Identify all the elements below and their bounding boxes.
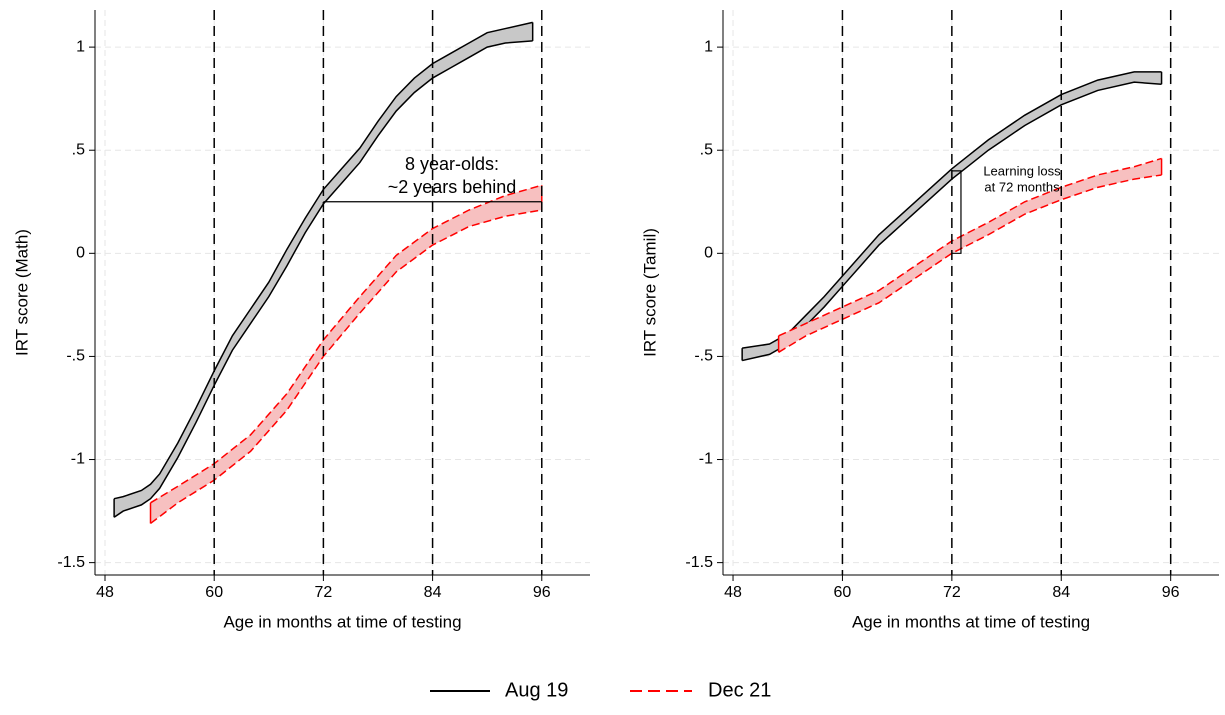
band-edge — [113, 40, 533, 518]
annotation-text: ~2 years behind — [388, 177, 517, 197]
band-edge — [778, 174, 1162, 353]
y-axis-title: IRT score (Tamil) — [640, 228, 659, 357]
x-tick-label: 84 — [424, 584, 442, 601]
y-tick-label: 1 — [76, 38, 85, 55]
legend-label: Aug 19 — [505, 679, 568, 701]
legend-label: Dec 21 — [708, 679, 771, 701]
x-tick-label: 96 — [1162, 584, 1180, 601]
x-tick-label: 48 — [96, 584, 114, 601]
x-tick-label: 60 — [834, 584, 852, 601]
band-edge — [742, 71, 1162, 349]
x-axis-title: Age in months at time of testing — [852, 612, 1090, 631]
x-tick-label: 72 — [943, 584, 961, 601]
y-tick-label: -1.5 — [57, 554, 85, 571]
band-edge — [778, 157, 1162, 337]
y-tick-label: .5 — [72, 141, 85, 158]
x-tick-label: 48 — [724, 584, 742, 601]
y-tick-label: 0 — [76, 245, 85, 262]
annotation-text: at 72 months — [984, 179, 1060, 194]
y-tick-label: 0 — [704, 245, 713, 262]
x-tick-label: 96 — [533, 584, 551, 601]
x-axis-title: Age in months at time of testing — [223, 612, 461, 631]
legend: Aug 19 Dec 21 — [430, 679, 771, 701]
band-edge — [150, 209, 542, 525]
annotation-text: 8 year-olds: — [405, 154, 499, 174]
y-tick-label: -1 — [71, 451, 85, 468]
panel: 1 .5 0 -.5 -1 -1.5 48 60 72 84 96 8 year-olds: ~2 ye… — [12, 10, 590, 631]
y-tick-label: -1.5 — [685, 554, 713, 571]
y-tick-label: .5 — [700, 141, 713, 158]
confidence-band — [778, 158, 1162, 353]
band-edge — [113, 21, 533, 500]
x-tick-label: 84 — [1052, 584, 1070, 601]
annotation-text: Learning loss — [983, 163, 1061, 178]
x-tick-label: 72 — [314, 584, 332, 601]
x-tick-label: 60 — [205, 584, 223, 601]
y-tick-label: -1 — [699, 451, 713, 468]
band-edge — [150, 184, 542, 504]
y-tick-label: -.5 — [66, 348, 85, 365]
y-tick-label: 1 — [704, 38, 713, 55]
confidence-band — [150, 185, 542, 524]
annotation-line — [951, 170, 962, 254]
y-axis-title: IRT score (Math) — [12, 229, 31, 356]
y-tick-label: -.5 — [694, 348, 713, 365]
